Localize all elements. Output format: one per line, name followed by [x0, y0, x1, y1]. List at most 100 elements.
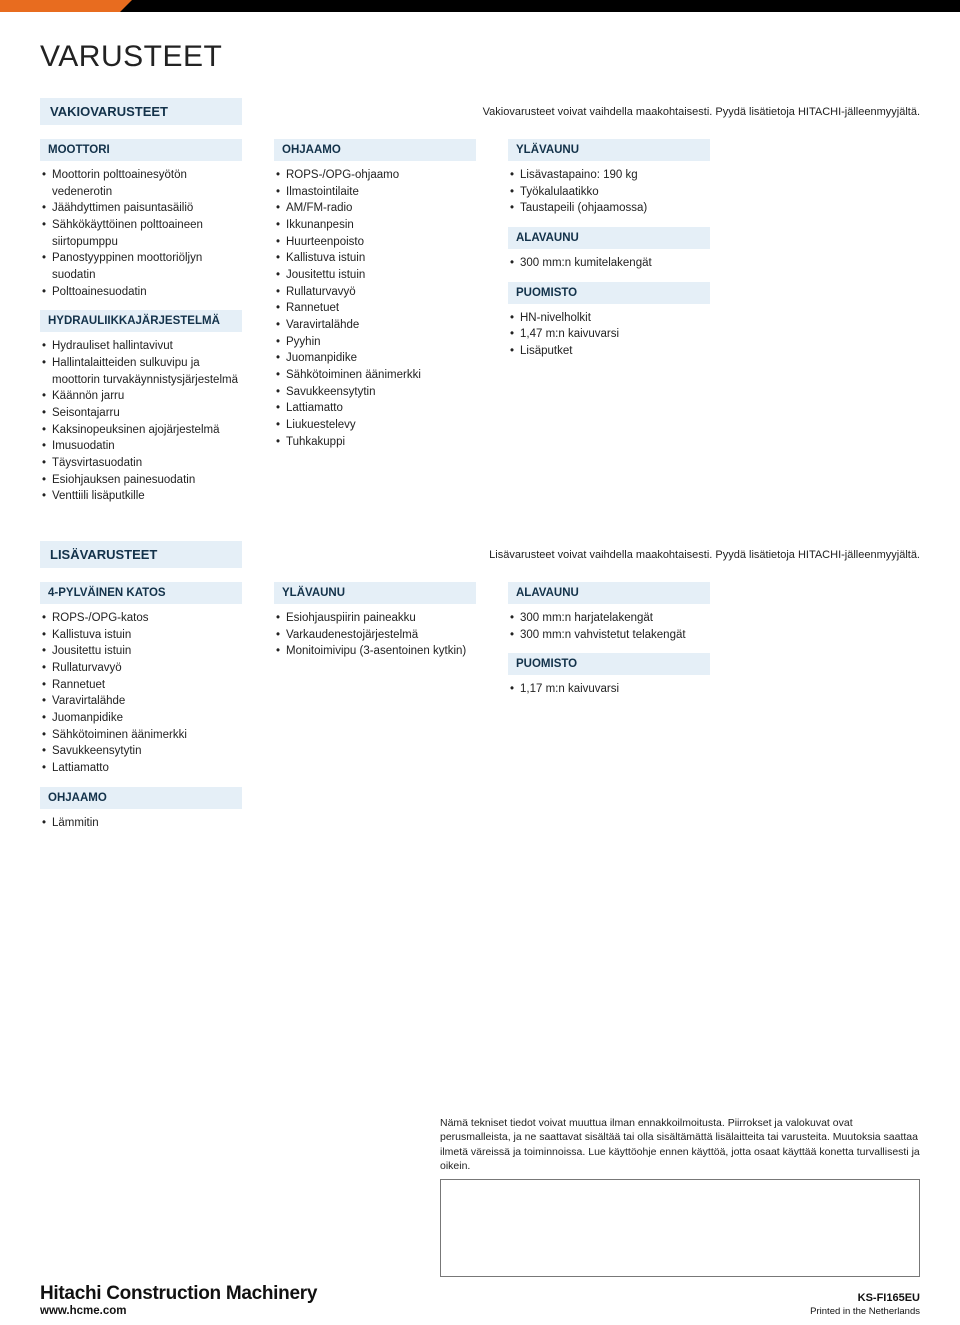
list-item: Rullaturvavyö	[276, 284, 476, 301]
standard-section-note: Vakiovarusteet voivat vaihdella maakohta…	[483, 106, 920, 118]
standard-col-3: YLÄVAUNU Lisävastapaino: 190 kgTyökalula…	[508, 139, 710, 515]
list-item: Lattiamatto	[42, 760, 242, 777]
list-item: 300 mm:n kumitelakengät	[510, 255, 710, 272]
document-id: KS-FI165EU	[810, 1292, 920, 1304]
list-item: Lämmitin	[42, 815, 242, 832]
list-item: 300 mm:n harjatelakengät	[510, 610, 710, 627]
list-item: Jäähdyttimen paisuntasäiliö	[42, 200, 242, 217]
group-ohjaamo-opt: OHJAAMO	[40, 787, 242, 809]
disclaimer-text: Nämä tekniset tiedot voivat muuttua ilma…	[440, 1116, 920, 1173]
list-item: Huurteenpoisto	[276, 234, 476, 251]
list-item: ROPS-/OPG-ohjaamo	[276, 167, 476, 184]
list-ohjaamo-opt: Lämmitin	[40, 815, 242, 832]
list-item: Kallistuva istuin	[42, 627, 242, 644]
list-alavaunu-opt: 300 mm:n harjatelakengät300 mm:n vahvist…	[508, 610, 710, 643]
list-item: Työkalulaatikko	[510, 184, 710, 201]
list-item: ROPS-/OPG-katos	[42, 610, 242, 627]
list-item: Esiohjauksen painesuodatin	[42, 472, 242, 489]
list-item: Pyyhin	[276, 334, 476, 351]
list-item: Venttiili lisäputkille	[42, 488, 242, 505]
list-item: Savukkeensytytin	[42, 743, 242, 760]
list-item: Varkaudenestojärjestelmä	[276, 627, 476, 644]
group-alavaunu-opt: ALAVAUNU	[508, 582, 710, 604]
list-alavaunu: 300 mm:n kumitelakengät	[508, 255, 710, 272]
group-puomisto: PUOMISTO	[508, 282, 710, 304]
footer-bottom-row: Hitachi Construction Machinery www.hcme.…	[40, 1283, 920, 1317]
list-moottori: Moottorin polttoainesyötön vedenerotinJä…	[40, 167, 242, 300]
list-item: Taustapeili (ohjaamossa)	[510, 200, 710, 217]
page-title: VARUSTEET	[40, 40, 920, 74]
list-puomisto-opt: 1,17 m:n kaivuvarsi	[508, 681, 710, 698]
list-item: Sähkötoiminen äänimerkki	[42, 727, 242, 744]
doc-meta-block: KS-FI165EU Printed in the Netherlands	[810, 1292, 920, 1317]
list-item: Juomanpidike	[276, 350, 476, 367]
list-item: Jousitettu istuin	[42, 643, 242, 660]
standard-col-1: MOOTTORI Moottorin polttoainesyötön vede…	[40, 139, 242, 515]
list-item: Seisontajarru	[42, 405, 242, 422]
brand-block: Hitachi Construction Machinery www.hcme.…	[40, 1283, 317, 1317]
list-ylavaunu-opt: Esiohjauspiirin paineakkuVarkaudenestojä…	[274, 610, 476, 660]
group-katos: 4-PYLVÄINEN KATOS	[40, 582, 242, 604]
list-item: Esiohjauspiirin paineakku	[276, 610, 476, 627]
list-item: Monitoimivipu (3-asentoinen kytkin)	[276, 643, 476, 660]
list-item: Polttoainesuodatin	[42, 284, 242, 301]
list-item: 1,17 m:n kaivuvarsi	[510, 681, 710, 698]
page-footer: Nämä tekniset tiedot voivat muuttua ilma…	[0, 1116, 960, 1325]
list-katos: ROPS-/OPG-katosKallistuva istuinJousitet…	[40, 610, 242, 777]
group-ohjaamo: OHJAAMO	[274, 139, 476, 161]
optional-columns: 4-PYLVÄINEN KATOS ROPS-/OPG-katosKallist…	[40, 582, 920, 841]
list-item: Kallistuva istuin	[276, 250, 476, 267]
list-item: Tuhkakuppi	[276, 434, 476, 451]
list-puomisto: HN-nivelholkit1,47 m:n kaivuvarsiLisäput…	[508, 310, 710, 360]
list-item: Ilmastointilaite	[276, 184, 476, 201]
list-item: Sähkötoiminen äänimerkki	[276, 367, 476, 384]
top-accent-bar	[0, 0, 960, 12]
group-ylavaunu: YLÄVAUNU	[508, 139, 710, 161]
list-item: Moottorin polttoainesyötön vedenerotin	[42, 167, 242, 200]
list-item: Jousitettu istuin	[276, 267, 476, 284]
standard-col-2: OHJAAMO ROPS-/OPG-ohjaamoIlmastointilait…	[274, 139, 476, 515]
list-item: Imusuodatin	[42, 438, 242, 455]
optional-section-title: LISÄVARUSTEET	[40, 541, 242, 568]
list-item: Varavirtalähde	[42, 693, 242, 710]
optional-section-header-row: LISÄVARUSTEET Lisävarusteet voivat vaihd…	[40, 541, 920, 568]
list-item: Hydrauliset hallintavivut	[42, 338, 242, 355]
group-ylavaunu-opt: YLÄVAUNU	[274, 582, 476, 604]
list-item: Varavirtalähde	[276, 317, 476, 334]
page-body: VARUSTEET VAKIOVARUSTEET Vakiovarusteet …	[0, 12, 960, 841]
group-hydrauliikka: HYDRAULIIKKAJÄRJESTELMÄ	[40, 310, 242, 332]
list-hydrauliikka: Hydrauliset hallintavivutHallintalaittei…	[40, 338, 242, 505]
dealer-stamp-box	[440, 1179, 920, 1277]
list-ylavaunu: Lisävastapaino: 190 kgTyökalulaatikkoTau…	[508, 167, 710, 217]
list-item: Lisäputket	[510, 343, 710, 360]
group-puomisto-opt: PUOMISTO	[508, 653, 710, 675]
list-item: Käännön jarru	[42, 388, 242, 405]
list-item: Lisävastapaino: 190 kg	[510, 167, 710, 184]
list-item: 300 mm:n vahvistetut telakengät	[510, 627, 710, 644]
list-item: Rannetuet	[276, 300, 476, 317]
optional-section-note: Lisävarusteet voivat vaihdella maakohtai…	[489, 549, 920, 561]
list-item: Lattiamatto	[276, 400, 476, 417]
printed-in: Printed in the Netherlands	[810, 1306, 920, 1317]
list-item: Kaksinopeuksinen ajojärjestelmä	[42, 422, 242, 439]
optional-col-3: ALAVAUNU 300 mm:n harjatelakengät300 mm:…	[508, 582, 710, 841]
list-item: AM/FM-radio	[276, 200, 476, 217]
list-item: Ikkunanpesin	[276, 217, 476, 234]
list-item: Juomanpidike	[42, 710, 242, 727]
list-item: Panostyyppinen moottoriöljyn suodatin	[42, 250, 242, 283]
list-item: Savukkeensytytin	[276, 384, 476, 401]
list-item: Täysvirtasuodatin	[42, 455, 242, 472]
list-item: Hallintalaitteiden sulkuvipu ja moottori…	[42, 355, 242, 388]
list-item: Rannetuet	[42, 677, 242, 694]
list-item: HN-nivelholkit	[510, 310, 710, 327]
brand-url: www.hcme.com	[40, 1305, 317, 1317]
group-alavaunu: ALAVAUNU	[508, 227, 710, 249]
group-moottori: MOOTTORI	[40, 139, 242, 161]
list-item: Rullaturvavyö	[42, 660, 242, 677]
standard-section-title: VAKIOVARUSTEET	[40, 98, 242, 125]
list-item: Liukuestelevy	[276, 417, 476, 434]
optional-col-1: 4-PYLVÄINEN KATOS ROPS-/OPG-katosKallist…	[40, 582, 242, 841]
brand-name: Hitachi Construction Machinery	[40, 1283, 317, 1305]
optional-col-2: YLÄVAUNU Esiohjauspiirin paineakkuVarkau…	[274, 582, 476, 841]
standard-columns: MOOTTORI Moottorin polttoainesyötön vede…	[40, 139, 920, 515]
